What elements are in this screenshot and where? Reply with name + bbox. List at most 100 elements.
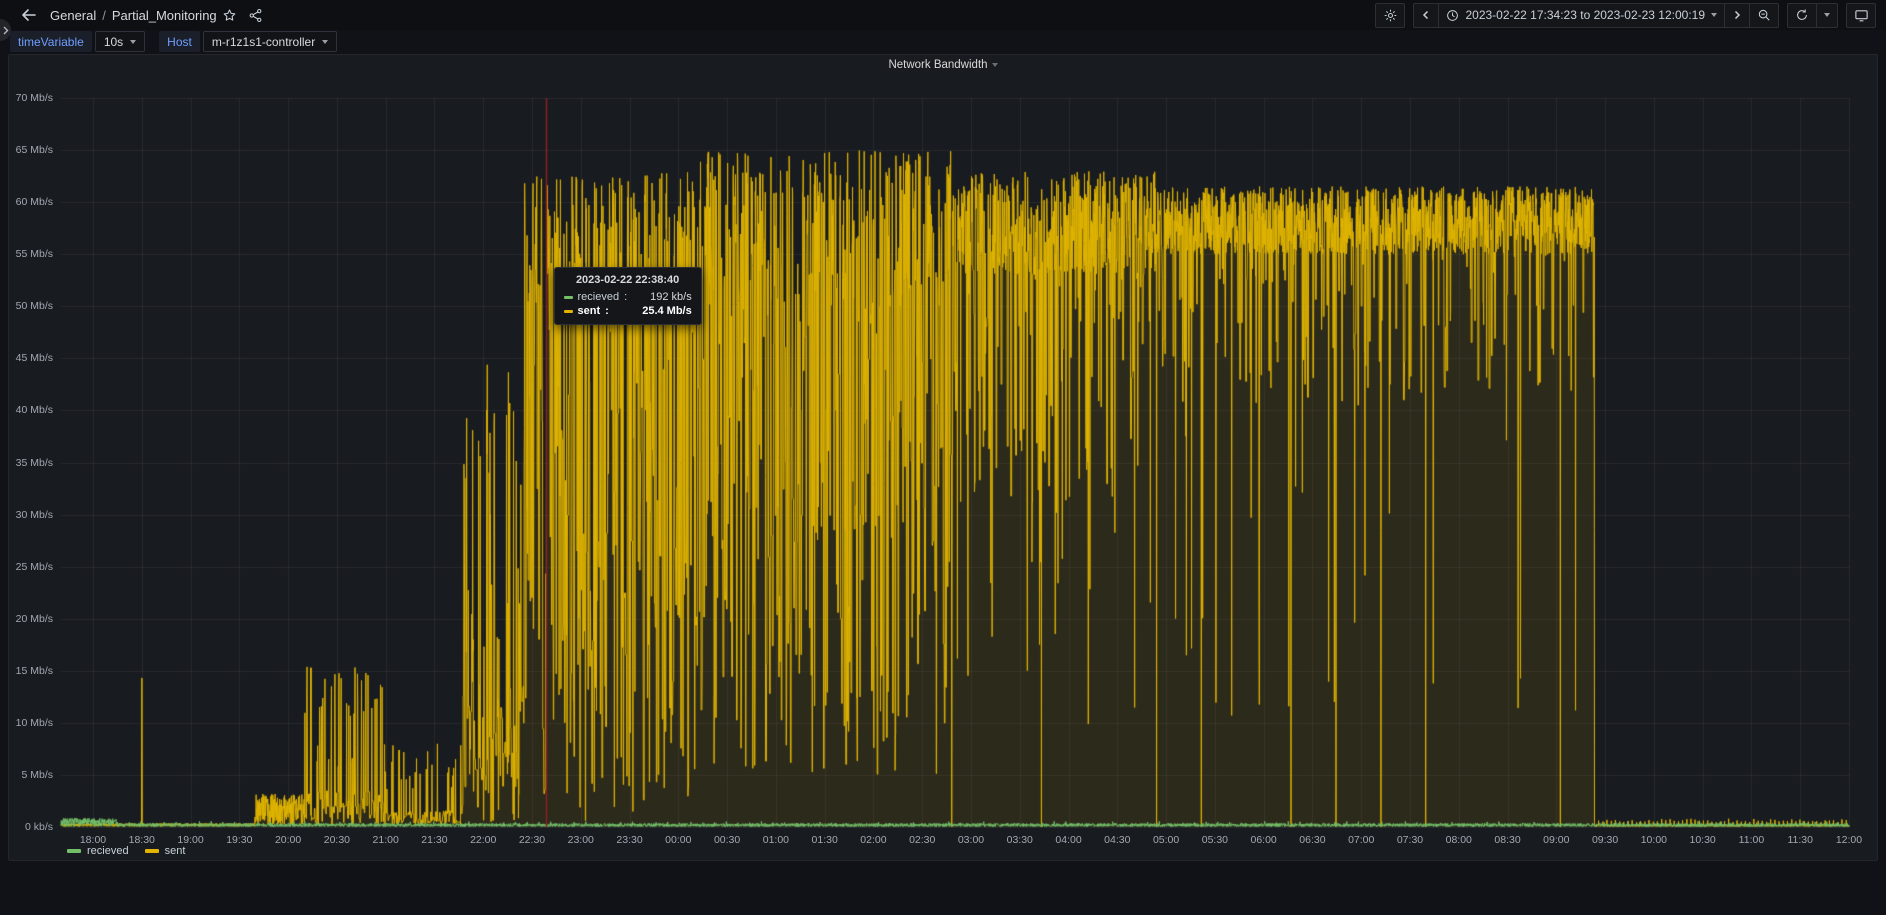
star-dashboard-button[interactable] <box>217 3 243 27</box>
zoom-out-time-button[interactable] <box>1749 3 1778 27</box>
x-tick-label: 21:30 <box>421 834 448 846</box>
x-tick-label: 00:30 <box>713 834 741 846</box>
x-tick-label: 09:00 <box>1543 834 1570 846</box>
y-tick-label: 30 Mb/s <box>15 508 53 521</box>
x-tick-label: 20:30 <box>323 834 351 846</box>
variable-value-dropdown[interactable]: m-r1z1s1-controller <box>202 31 338 52</box>
share-dashboard-button[interactable] <box>243 3 269 27</box>
x-tick-label: 05:30 <box>1201 834 1229 846</box>
legend-label: recieved <box>87 845 129 857</box>
y-tick-label: 15 Mb/s <box>15 664 53 677</box>
x-tick-label: 06:00 <box>1250 834 1277 846</box>
y-tick-label: 20 Mb/s <box>15 612 53 625</box>
y-tick-label: 45 Mb/s <box>15 352 53 365</box>
kiosk-mode-button[interactable] <box>1846 2 1876 28</box>
variable-host: Host m-r1z1s1-controller <box>159 31 338 52</box>
time-range-back-button[interactable] <box>1414 4 1438 27</box>
variable-label: Host <box>159 31 200 52</box>
x-tick-label: 04:30 <box>1104 834 1131 846</box>
share-icon <box>249 8 262 22</box>
x-tick-label: 18:00 <box>79 834 107 846</box>
legend-item-recieved[interactable]: recieved <box>67 845 129 857</box>
x-tick-label: 21:00 <box>372 834 399 846</box>
x-tick-label: 00:00 <box>665 834 692 846</box>
legend-swatch <box>67 849 81 853</box>
tooltip-series-name: recieved <box>577 291 620 303</box>
back-button[interactable] <box>16 3 42 27</box>
chevron-left-icon <box>1423 10 1429 20</box>
series-color-dash <box>563 295 573 299</box>
x-tick-label: 11:30 <box>1787 834 1813 846</box>
legend-swatch <box>144 849 159 853</box>
breadcrumb: General / Partial_Monitoring <box>50 8 217 23</box>
x-tick-label: 23:30 <box>616 834 643 846</box>
x-tick-label: 07:00 <box>1348 834 1375 846</box>
sidebar-expand-toggle[interactable] <box>0 19 11 41</box>
clock-icon <box>1447 9 1459 21</box>
x-tick-label: 02:00 <box>860 834 887 846</box>
x-tick-label: 06:30 <box>1299 834 1326 846</box>
time-range-forward-button[interactable] <box>1724 3 1749 27</box>
dashboard-settings-button[interactable] <box>1375 2 1406 28</box>
dashboard-variables-row: timeVariable 10s Host m-r1z1s1-controlle… <box>10 31 338 52</box>
y-tick-label: 55 Mb/s <box>15 248 53 261</box>
top-navigation-bar: General / Partial_Monitoring <box>0 0 1886 30</box>
breadcrumb-folder[interactable]: General <box>50 7 97 23</box>
time-range-text: 2023-02-22 17:34:23 to 2023-02-23 12:00:… <box>1465 8 1705 22</box>
refresh-dashboard-button[interactable] <box>1788 4 1816 27</box>
refresh-interval-dropdown[interactable] <box>1816 3 1837 27</box>
x-tick-label: 01:30 <box>811 834 838 846</box>
variable-value-dropdown[interactable]: 10s <box>94 31 146 52</box>
monitor-icon <box>1854 9 1868 21</box>
x-tick-label: 23:00 <box>567 834 594 846</box>
x-tick-label: 05:00 <box>1152 834 1180 846</box>
breadcrumb-dashboard-title: Partial_Monitoring <box>111 7 217 23</box>
refresh-icon <box>1797 9 1807 20</box>
x-tick-label: 19:30 <box>226 834 253 846</box>
y-tick-label: 60 Mb/s <box>15 196 53 209</box>
tooltip-series-value: 25.4 Mb/s <box>642 305 692 317</box>
y-tick-label: 70 Mb/s <box>15 92 53 104</box>
refresh-group <box>1787 2 1838 28</box>
variable-timevariable: timeVariable 10s <box>10 31 146 52</box>
bandwidth-chart-canvas[interactable] <box>9 55 1879 862</box>
y-tick-label: 10 Mb/s <box>15 716 53 729</box>
y-tick-label: 0 kb/s <box>24 821 53 833</box>
variable-value-text: 10s <box>103 34 124 49</box>
tooltip-series-value: 192 kb/s <box>650 291 692 303</box>
x-tick-label: 08:00 <box>1445 834 1472 846</box>
tooltip-series-name: sent <box>577 305 601 317</box>
x-tick-label: 04:00 <box>1055 834 1082 846</box>
star-icon <box>223 8 236 21</box>
variable-value-text: m-r1z1s1-controller <box>211 34 316 49</box>
tooltip-colon: : <box>605 305 609 317</box>
chevron-down-icon <box>322 39 329 44</box>
legend-item-sent[interactable]: sent <box>144 845 186 857</box>
y-tick-label: 5 Mb/s <box>21 768 53 781</box>
x-tick-label: 09:30 <box>1591 834 1619 846</box>
chart-legend: recieved sent <box>67 845 185 857</box>
tooltip-colon: : <box>624 291 628 303</box>
y-tick-label: 25 Mb/s <box>15 560 53 573</box>
chevron-right-icon <box>3 26 9 34</box>
y-tick-label: 40 Mb/s <box>15 404 53 417</box>
time-range-picker-button[interactable]: 2023-02-22 17:34:23 to 2023-02-23 12:00:… <box>1438 3 1724 27</box>
x-tick-label: 22:30 <box>518 834 546 846</box>
x-tick-label: 03:30 <box>1006 834 1033 846</box>
legend-label: sent <box>164 845 186 857</box>
x-tick-label: 20:00 <box>274 834 302 846</box>
breadcrumb-separator: / <box>102 7 106 23</box>
chevron-down-icon <box>1824 13 1830 17</box>
x-tick-label: 22:00 <box>470 834 497 846</box>
x-tick-label: 08:30 <box>1494 834 1521 846</box>
time-picker-group: 2023-02-22 17:34:23 to 2023-02-23 12:00:… <box>1413 2 1779 28</box>
x-tick-label: 03:00 <box>957 834 985 846</box>
tooltip-row-recieved: recieved: 192 kb/s <box>563 291 692 303</box>
x-tick-label: 07:30 <box>1396 834 1424 846</box>
tooltip-timestamp: 2023-02-22 22:38:40 <box>575 274 680 286</box>
series-color-dash <box>563 309 573 313</box>
tooltip-row-sent: sent: 25.4 Mb/s <box>563 305 692 317</box>
x-tick-label: 12:00 <box>1835 834 1863 846</box>
chart-tooltip: 2023-02-22 22:38:40 recieved: 192 kb/s s… <box>553 267 702 325</box>
magnifier-minus-icon <box>1758 9 1770 21</box>
